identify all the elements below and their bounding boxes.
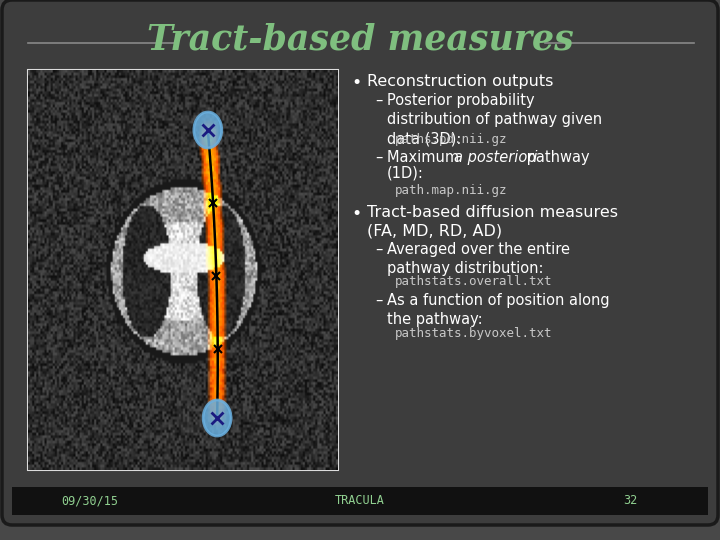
Text: paths.pd.nii.gz: paths.pd.nii.gz [395,133,508,146]
Text: a posteriori: a posteriori [454,150,538,165]
Text: Tract-based measures: Tract-based measures [147,23,573,57]
Text: TRACULA: TRACULA [335,495,385,508]
Text: pathway: pathway [522,150,590,165]
Text: Maximum: Maximum [387,150,464,165]
Text: pathstats.byvoxel.txt: pathstats.byvoxel.txt [395,327,552,340]
Text: Posterior probability
distribution of pathway given
data (3D):: Posterior probability distribution of pa… [387,93,602,146]
Text: Reconstruction outputs: Reconstruction outputs [367,74,554,89]
Text: –: – [375,93,382,108]
Text: –: – [375,150,382,165]
Text: pathstats.overall.txt: pathstats.overall.txt [395,275,552,288]
Text: 32: 32 [623,495,637,508]
Text: As a function of position along
the pathway:: As a function of position along the path… [387,293,610,327]
FancyBboxPatch shape [2,0,718,525]
Bar [553,487,708,515]
Text: (1D):: (1D): [387,166,424,181]
Bar [167,487,553,515]
Bar [12,487,167,515]
Text: •: • [351,205,361,223]
Text: Averaged over the entire
pathway distribution:: Averaged over the entire pathway distrib… [387,242,570,276]
Text: 09/30/15: 09/30/15 [61,495,119,508]
Text: –: – [375,242,382,257]
Text: •: • [351,74,361,92]
Text: path.map.nii.gz: path.map.nii.gz [395,184,508,197]
Text: Tract-based diffusion measures
(FA, MD, RD, AD): Tract-based diffusion measures (FA, MD, … [367,205,618,238]
Text: –: – [375,293,382,308]
Circle shape [194,112,222,148]
Circle shape [203,400,231,436]
Bar [28,70,338,470]
